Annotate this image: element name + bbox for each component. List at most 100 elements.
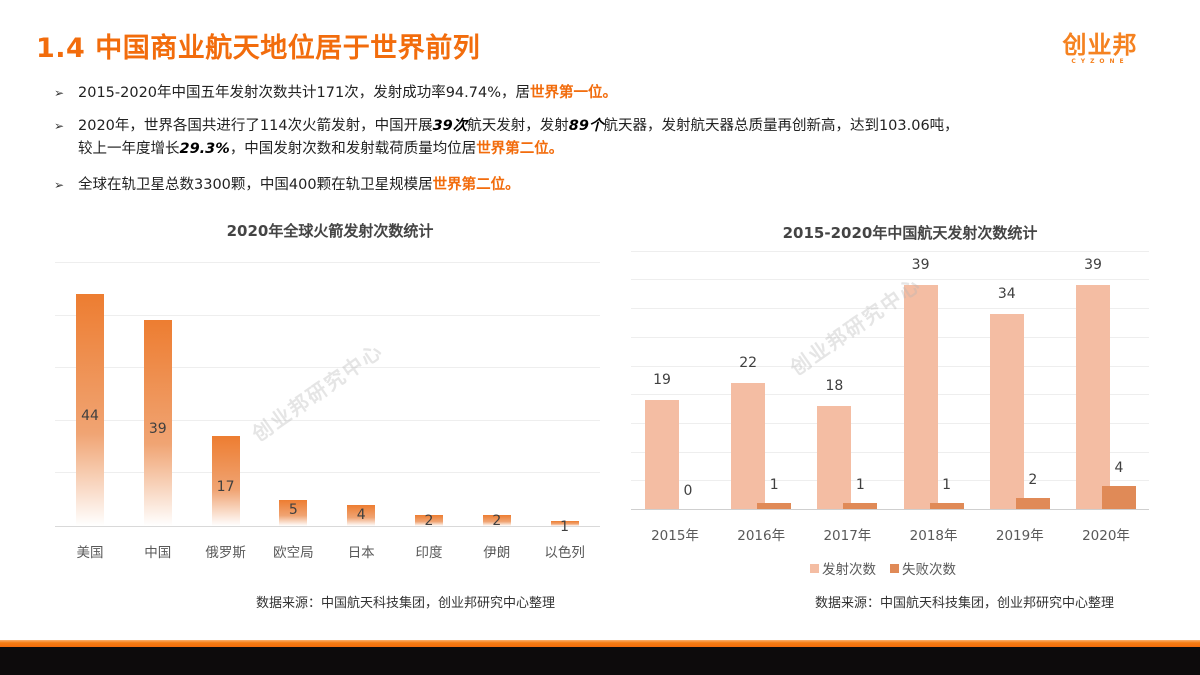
bar: [143, 320, 172, 526]
bar: [550, 520, 579, 526]
bullet-emphasis: 89个: [568, 118, 604, 134]
bar: [76, 294, 104, 526]
data-source: 数据来源：中国航天科技集团，创业邦研究中心整理: [256, 596, 556, 611]
bullet-text: 2015-2020年中国五年发射次数共计171次，发射成功率94.74%，居: [78, 85, 530, 101]
brand-logo: 创业邦 CYZONE: [1055, 32, 1145, 66]
bar-value-label: 39: [148, 421, 167, 438]
bar-value-label: 1: [560, 518, 570, 535]
bullet-highlight: 世界第一位。: [530, 85, 617, 101]
gridline: [55, 420, 600, 421]
x-axis: [55, 526, 600, 527]
bar-value-label: 18: [825, 377, 844, 394]
logo-text-en: CYZONE: [1071, 58, 1129, 65]
bar-failures: [757, 503, 792, 509]
bar-launches: [817, 405, 852, 509]
legend-swatch: [890, 563, 899, 573]
bar: [347, 504, 376, 526]
bullet-text: 航天器，发射航天器总质量再创新高，达到103.06吨，: [603, 118, 959, 134]
footer-bar: [0, 647, 1200, 675]
bullet-item: ➢ 2020年，世界各国共进行了114次火箭发射，中国开展39次航天发射，发射8…: [50, 115, 959, 161]
bar-value-label: 39: [911, 257, 930, 274]
legend-swatch: [810, 563, 819, 573]
x-axis-label: 伊朗: [483, 545, 511, 561]
bullet-line-1: 2020年，世界各国共进行了114次火箭发射，中国开展39次航天发射，发射89个…: [78, 115, 959, 138]
bullet-text: 航天发射，发射: [467, 118, 569, 134]
bullet-highlight: 世界第二位。: [432, 177, 520, 193]
gridline: [631, 480, 1149, 482]
gridline: [631, 422, 1149, 424]
legend-item-launches: 发射次数: [810, 558, 876, 578]
data-source: 数据来源：中国航天科技集团，创业邦研究中心整理: [815, 596, 1115, 611]
gridline: [631, 394, 1149, 396]
chart-legend: 发射次数 失败次数: [810, 558, 956, 578]
x-axis-label: 2019年: [995, 528, 1044, 544]
chart-title: 2015-2020年中国航天发射次数统计: [782, 224, 1038, 242]
watermark: 创业邦研究中心: [247, 338, 388, 447]
gridline: [631, 308, 1149, 310]
bar-value-label: 1: [942, 477, 952, 494]
bar-failures: [1102, 486, 1136, 509]
x-axis-label: 欧空局: [273, 545, 314, 561]
bar-value-label: 0: [683, 483, 693, 499]
legend-label: 发射次数: [822, 562, 876, 578]
legend-label: 失败次数: [902, 562, 956, 578]
bar: [415, 515, 443, 526]
bullet-line-2: 较上一年度增长29.3%，中国发射次数和发射载荷质量均位居世界第二位。: [78, 138, 959, 161]
x-axis-label: 印度: [415, 545, 443, 561]
bar-value-label: 2: [492, 513, 502, 530]
footer-accent-line: [0, 640, 1200, 647]
bar-failures: [929, 503, 964, 509]
gridline: [631, 279, 1149, 281]
gridline: [55, 472, 600, 473]
bar-value-label: 2: [424, 513, 434, 530]
bar-value-label: 19: [653, 371, 671, 388]
bullet-text: 全球在轨卫星总数3300颗，中国400颗在轨卫星规模居: [78, 177, 433, 193]
arrow-bullet-icon: ➢: [54, 178, 65, 192]
bar-launches: [731, 382, 766, 509]
bullet-text: ，中国发射次数和发射载荷质量均位居: [229, 141, 477, 157]
gridline: [631, 365, 1149, 367]
x-axis-label: 以色列: [544, 545, 585, 561]
page-title: 1.4 中国商业航天地位居于世界前列: [36, 33, 481, 64]
bullet-highlight: 世界第二位。: [476, 141, 564, 157]
x-axis-label: 2018年: [909, 528, 958, 544]
gridline: [631, 250, 1149, 252]
x-axis-label: 日本: [347, 545, 375, 561]
bar-value-label: 17: [216, 479, 235, 496]
bar: [211, 436, 240, 526]
bar-value-label: 39: [1084, 257, 1102, 274]
x-axis-label: 俄罗斯: [205, 545, 246, 561]
bar-value-label: 22: [739, 354, 758, 371]
bar-value-label: 1: [855, 477, 865, 494]
bar-value-label: 4: [356, 506, 366, 523]
x-axis-label: 2020年: [1082, 528, 1130, 544]
bullet-emphasis: 29.3%: [179, 141, 230, 157]
gridline: [55, 367, 600, 368]
bar-value-label: 4: [1114, 460, 1124, 477]
gridline: [631, 451, 1149, 453]
bullet-emphasis: 39次: [432, 118, 468, 134]
bar-value-label: 34: [997, 285, 1016, 302]
x-axis-label: 中国: [144, 545, 172, 561]
x-axis-label: 2015年: [651, 528, 699, 544]
legend-item-failures: 失败次数: [890, 558, 956, 578]
bullet-item: ➢ 2015-2020年中国五年发射次数共计171次，发射成功率94.74%，居…: [50, 82, 617, 105]
bar-value-label: 44: [81, 408, 99, 425]
logo-text-cn: 创业邦: [1062, 31, 1138, 59]
bar-value-label: 5: [288, 501, 298, 518]
x-axis-label: 2016年: [737, 528, 786, 544]
x-axis-label: 美国: [76, 545, 104, 561]
bar-value-label: 2: [1028, 471, 1038, 488]
bar: [279, 499, 308, 526]
chart-title: 2020年全球火箭发射次数统计: [226, 222, 434, 240]
bar-value-label: 1: [769, 477, 779, 494]
bar-launches: [645, 399, 679, 509]
x-axis-label: 2017年: [823, 528, 872, 544]
gridline: [631, 336, 1149, 338]
arrow-bullet-icon: ➢: [54, 86, 65, 100]
gridline: [55, 315, 600, 316]
arrow-bullet-icon: ➢: [54, 119, 65, 133]
gridline: [55, 262, 600, 263]
bar-launches: [989, 313, 1024, 509]
x-axis: [631, 509, 1149, 510]
